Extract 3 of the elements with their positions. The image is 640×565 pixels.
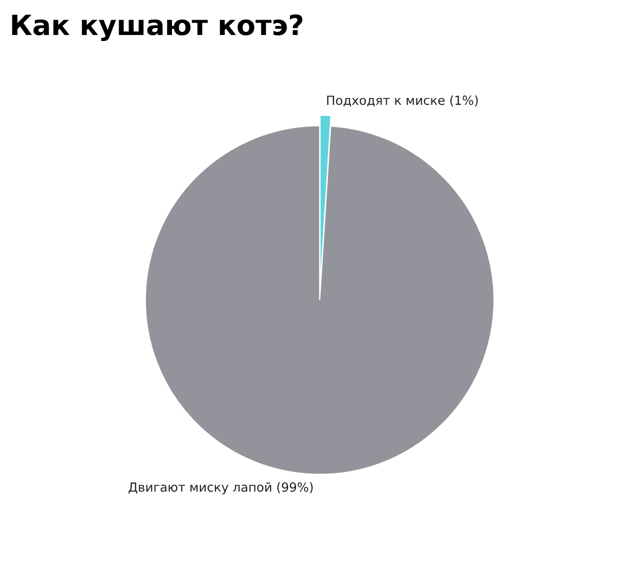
- slice-label: Подходят к миске (1%): [327, 95, 478, 107]
- slice-label: Двигают миску лапой (99%): [128, 482, 313, 494]
- chart-title: Как кушают котэ?: [12, 14, 302, 42]
